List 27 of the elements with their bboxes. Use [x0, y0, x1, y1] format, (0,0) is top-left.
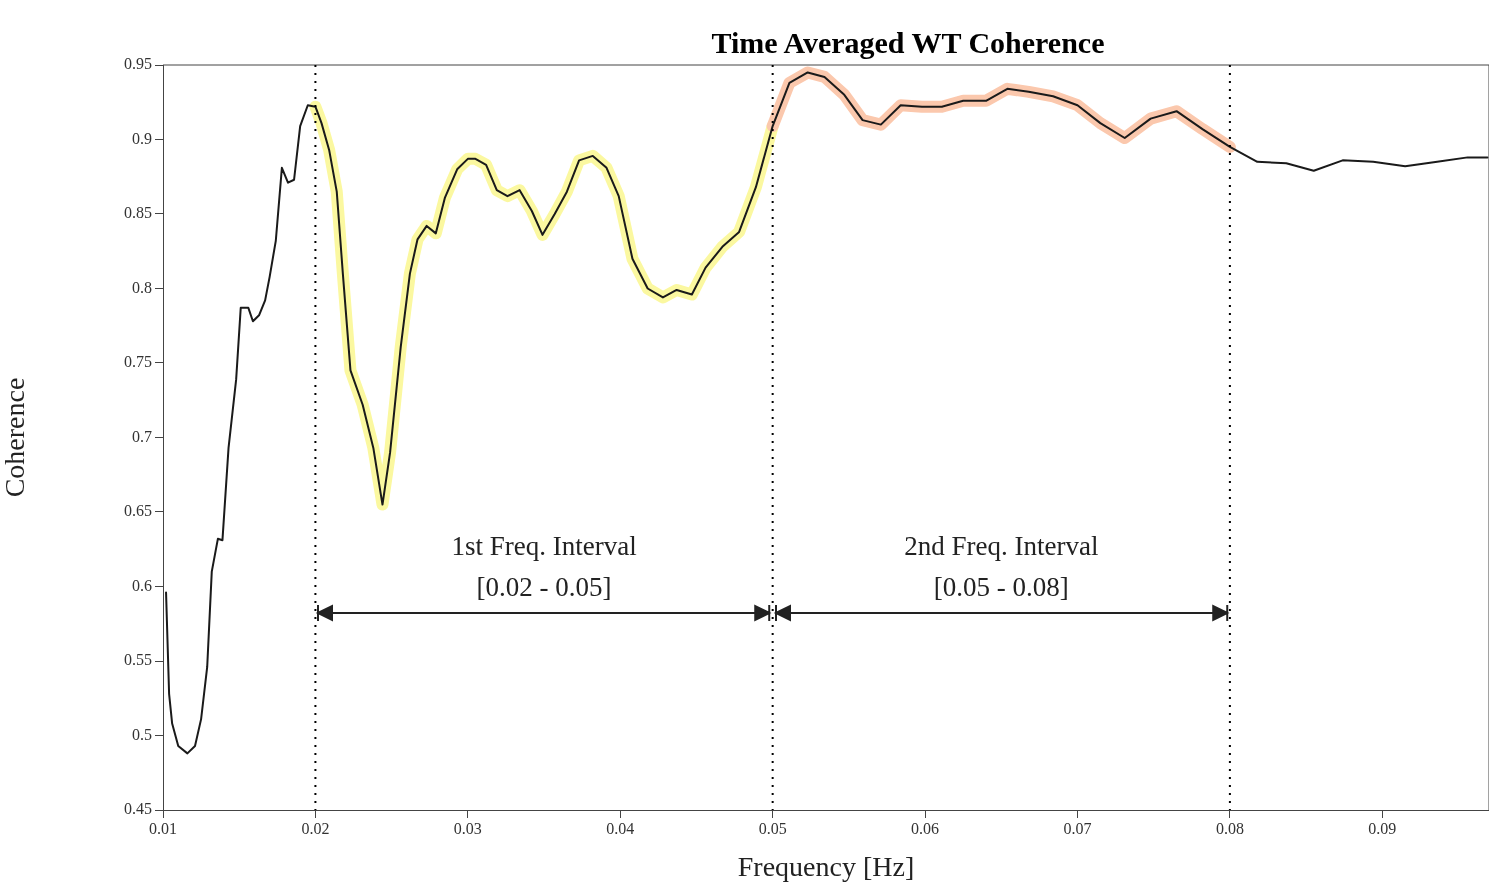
y-tick-label: 0.6 [132, 576, 152, 594]
x-axis-title: Frequency [Hz] [737, 850, 915, 882]
y-tick-label: 0.7 [132, 427, 152, 445]
y-tick-label: 0.8 [132, 278, 152, 296]
x-tick-label: 0.05 [758, 819, 787, 837]
annotation: 1st Freq. Interval [451, 530, 637, 561]
y-tick-label: 0.45 [124, 800, 152, 818]
y-tick-label: 0.75 [124, 353, 152, 371]
chart-title: Time Averaged WT Coherence [710, 26, 1106, 60]
x-tick-label: 0.06 [911, 819, 940, 837]
x-tick-label: 0.03 [453, 819, 482, 837]
annotation: [0.02 - 0.05] [476, 571, 612, 602]
annotation: [0.05 - 0.08] [933, 571, 1069, 602]
y-tick-label: 0.9 [132, 129, 152, 147]
y-tick-label: 0.55 [124, 651, 152, 669]
annotation: 2nd Freq. Interval [904, 530, 1099, 561]
x-tick-label: 0.07 [1063, 819, 1092, 837]
y-tick-label: 0.5 [132, 725, 152, 743]
x-tick-label: 0.08 [1215, 819, 1244, 837]
y-tick-label: 0.85 [124, 204, 152, 222]
y-axis-title: Coherence [0, 377, 31, 498]
x-tick-label: 0.09 [1368, 819, 1397, 837]
x-tick-label: 0.02 [301, 819, 330, 837]
y-tick-label: 0.95 [124, 55, 152, 73]
y-tick-label: 0.65 [124, 502, 152, 520]
x-tick-label: 0.04 [606, 819, 635, 837]
x-tick-label: 0.01 [149, 819, 177, 837]
